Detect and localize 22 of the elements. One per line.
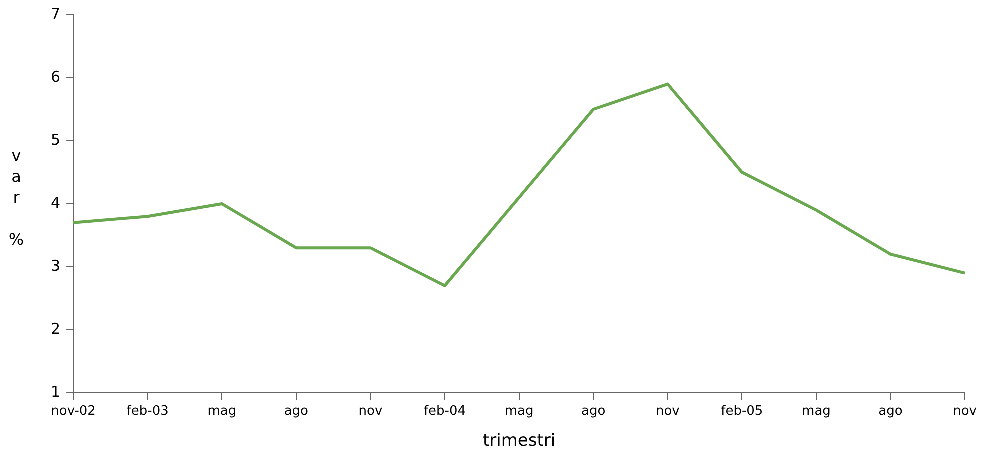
x-tick-label: mag <box>504 404 534 420</box>
y-tick-label: 5 <box>50 130 61 149</box>
y-axis-title: var % <box>7 146 26 251</box>
x-tick-label: ago <box>284 404 309 420</box>
x-tick-label: nov <box>656 404 680 420</box>
x-tick-label: ago <box>878 404 903 420</box>
x-tick-label: feb-05 <box>721 404 764 420</box>
x-tick-label: feb-04 <box>424 404 466 420</box>
y-tick-label: 1 <box>50 382 61 401</box>
x-tick-label: mag <box>802 404 831 420</box>
x-tick-label: nov-02 <box>51 404 96 420</box>
y-tick-label: 7 <box>50 4 61 23</box>
x-tick-label: mag <box>208 404 237 420</box>
y-tick-label: 2 <box>50 320 61 338</box>
y-tick-label: 6 <box>50 68 61 86</box>
x-tick-label: nov <box>953 404 978 420</box>
x-tick-label: feb-03 <box>126 404 169 420</box>
x-tick-label: ago <box>582 404 606 420</box>
y-tick-label: 4 <box>50 194 61 212</box>
y-tick-label: 3 <box>50 256 61 275</box>
x-tick-label: nov <box>358 404 383 420</box>
x-axis-title: trimestri <box>482 431 556 452</box>
